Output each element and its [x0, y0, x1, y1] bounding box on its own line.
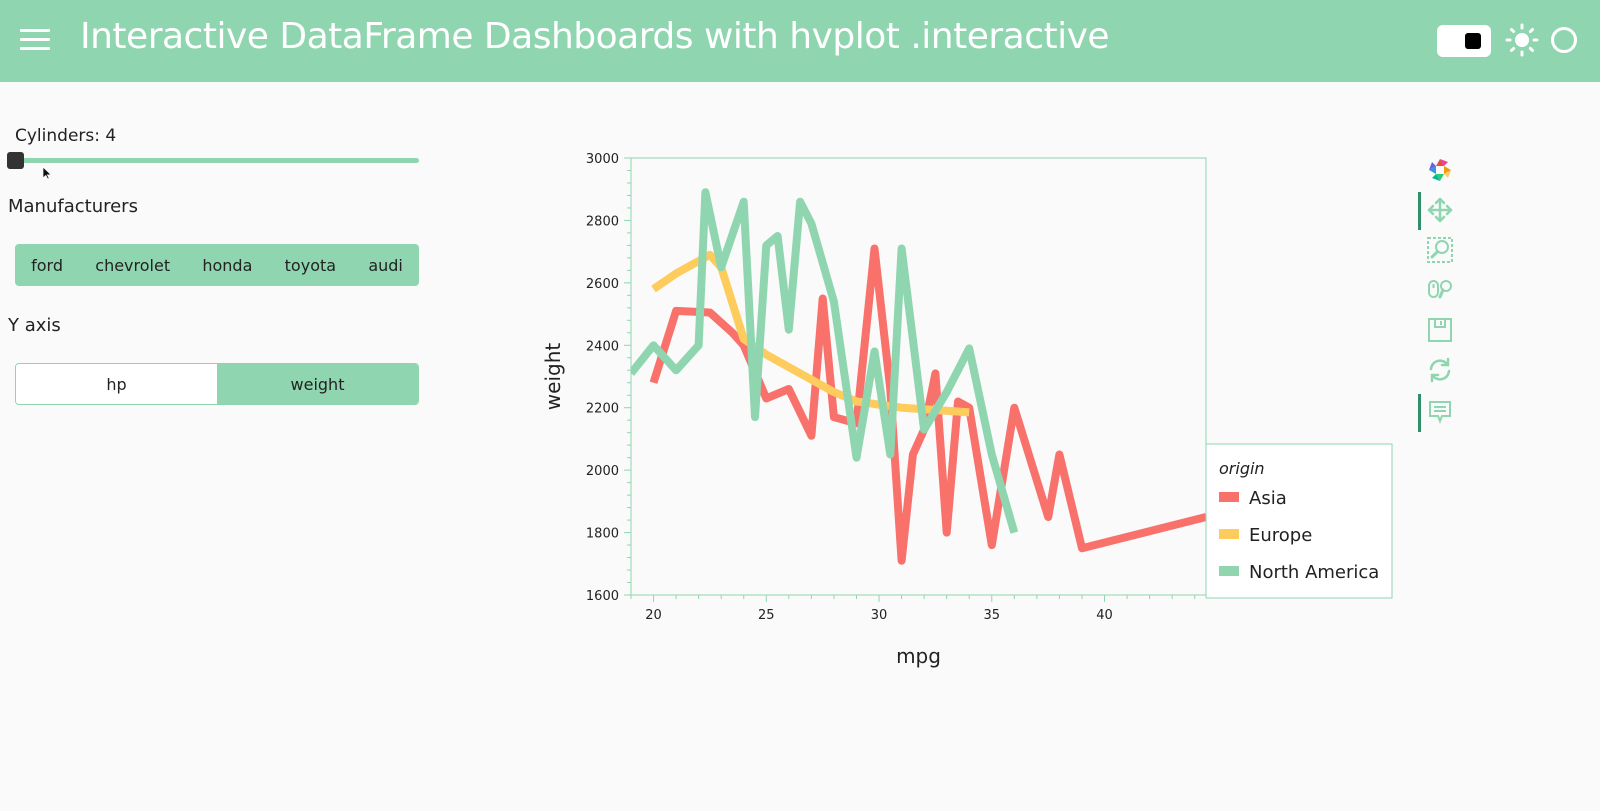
wheel-zoom-icon[interactable] [1426, 276, 1454, 304]
x-tick-label: 30 [871, 608, 888, 623]
pan-icon[interactable] [1426, 196, 1454, 224]
legend-label[interactable]: Asia [1249, 488, 1287, 509]
sun-icon[interactable] [1505, 23, 1539, 57]
mouse-cursor-icon [42, 166, 52, 180]
cylinders-slider-track[interactable] [15, 158, 419, 163]
x-axis-label: mpg [896, 644, 941, 668]
sidebar: Cylinders: 4 Manufacturers ford chevrole… [0, 82, 440, 811]
manufacturer-button-honda[interactable]: honda [202, 255, 253, 275]
legend-label[interactable]: Europe [1249, 525, 1312, 546]
pan-active-indicator [1418, 192, 1421, 230]
cylinders-slider-handle[interactable] [7, 152, 24, 169]
y-tick-label: 2000 [586, 464, 619, 479]
manufacturers-label: Manufacturers [8, 196, 138, 217]
manufacturers-button-group: ford chevrolet honda toyota audi [15, 244, 419, 286]
series-line-north-america[interactable] [631, 188, 1019, 534]
y-tick-label: 2400 [586, 339, 619, 354]
theme-toggle-icon[interactable] [1437, 25, 1491, 57]
plot-area-frame[interactable] [630, 157, 1207, 596]
x-tick-label: 35 [984, 608, 1001, 623]
hover-active-indicator [1418, 394, 1421, 432]
y-tick-label: 1800 [586, 527, 619, 542]
y-axis-option-weight[interactable]: weight [217, 364, 418, 404]
app-title: Interactive DataFrame Dashboards with hv… [80, 16, 1110, 57]
y-tick-label: 1600 [586, 589, 619, 604]
y-axis-button-group: hp weight [15, 363, 419, 405]
plot-toolbar [1418, 152, 1458, 442]
manufacturer-button-audi[interactable]: audi [368, 255, 403, 275]
series-line-europe[interactable] [651, 250, 970, 417]
x-tick-label: 20 [645, 608, 662, 623]
x-tick-label: 25 [758, 608, 775, 623]
box-zoom-icon[interactable] [1426, 236, 1454, 264]
legend-title: origin [1219, 459, 1265, 478]
hover-icon[interactable] [1426, 398, 1454, 426]
manufacturer-button-ford[interactable]: ford [31, 255, 63, 275]
y-tick-label: 2600 [586, 277, 619, 292]
series-line-asia[interactable] [649, 244, 1207, 565]
y-axis-option-hp[interactable]: hp [16, 364, 217, 404]
y-tick-label: 2200 [586, 402, 619, 417]
busy-indicator-circle-icon [1551, 27, 1577, 53]
app-header: Interactive DataFrame Dashboards with hv… [0, 0, 1600, 82]
y-tick-label: 2800 [586, 214, 619, 229]
y-axis-label: Y axis [8, 315, 61, 336]
y-axis-label: weight [541, 343, 565, 411]
save-icon[interactable] [1426, 316, 1454, 344]
legend-label[interactable]: North America [1249, 562, 1379, 583]
bokeh-logo-icon[interactable] [1426, 156, 1454, 184]
mpg-weight-line-chart[interactable]: 1600 1800 2000 2200 2400 2600 2800 3000 20 25 30 35… [540, 140, 1410, 680]
y-tick-label: 3000 [586, 152, 619, 167]
legend-swatch [1219, 566, 1239, 576]
x-tick-label: 40 [1096, 608, 1113, 623]
legend-swatch [1219, 529, 1239, 539]
cylinders-slider-label: Cylinders: 4 [15, 126, 117, 146]
hamburger-menu-icon[interactable] [20, 29, 50, 51]
manufacturer-button-toyota[interactable]: toyota [284, 255, 337, 275]
legend-swatch [1219, 492, 1239, 502]
manufacturer-button-chevrolet[interactable]: chevrolet [95, 255, 171, 275]
reset-icon[interactable] [1426, 356, 1454, 384]
